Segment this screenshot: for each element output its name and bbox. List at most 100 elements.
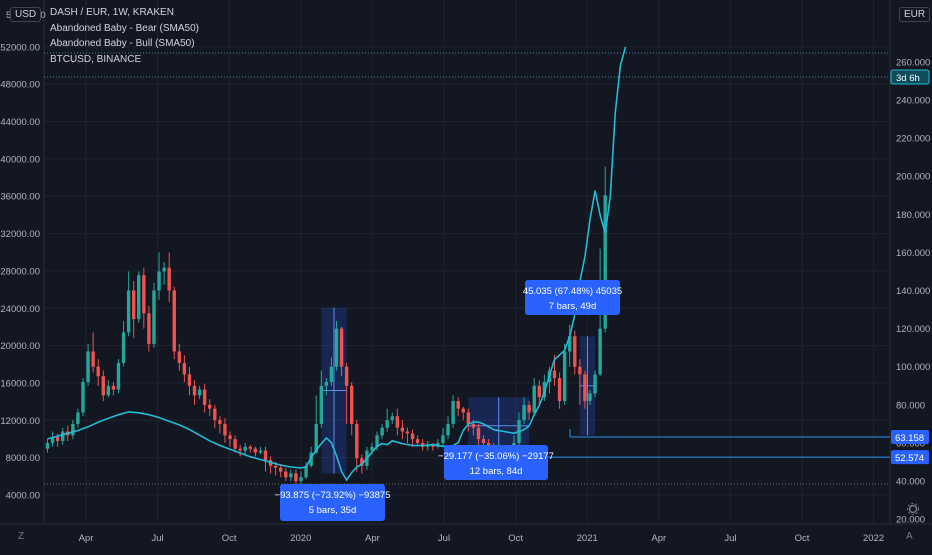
right-axis-tick: 120.000 (896, 324, 930, 335)
measure-label-bars-3: 12 bars, 84d (470, 466, 523, 477)
left-axis-tick: 20000.00 (0, 341, 40, 352)
right-axis-tick: 140.000 (896, 286, 930, 297)
measure-label-bars-1: 7 bars, 49d (549, 301, 597, 312)
candle-body (355, 423, 359, 459)
candle-body (101, 376, 105, 396)
candle-body (446, 423, 450, 436)
candle-body (583, 374, 587, 402)
candle-body (456, 401, 460, 409)
left-axis-tick: 8000.00 (6, 453, 40, 464)
left-axis-tick: 52000.00 (0, 42, 40, 53)
measure-label-1 (525, 280, 620, 315)
candle-body (182, 362, 187, 375)
candle-body (578, 366, 582, 375)
candle-body (334, 328, 339, 367)
candle-body (588, 393, 592, 402)
candle-body (172, 290, 176, 352)
zoom-icon[interactable]: Z (18, 531, 25, 542)
candle-body (339, 328, 344, 367)
time-axis-tick: 2020 (290, 533, 311, 544)
btc-countdown-tag (890, 69, 930, 85)
candle-body (55, 437, 60, 442)
candle-body (527, 404, 531, 413)
candle-body (86, 351, 90, 382)
candle-body (228, 435, 232, 440)
candle-body (192, 385, 197, 396)
candle-body (294, 473, 298, 482)
auto-scale-icon[interactable]: A (906, 531, 913, 542)
right-axis-tick: 80.000 (896, 400, 925, 411)
left-axis-tick: 32000.00 (0, 229, 40, 240)
candle-body (208, 404, 212, 409)
candle-body (45, 442, 50, 449)
candle-body (299, 477, 303, 482)
dash-candles (45, 166, 607, 485)
legend-indicator-bull[interactable]: Abandoned Baby - Bull (SMA50) (50, 38, 195, 49)
candle-body (461, 408, 465, 413)
candle-body (157, 271, 161, 291)
candle-body (441, 435, 445, 443)
measure-label-3 (444, 445, 548, 480)
measure-label-bars-2: 5 bars, 35d (309, 505, 357, 516)
legend-main-symbol[interactable]: DASH / EUR, 1W, KRAKEN (50, 7, 174, 18)
left-axis-unit[interactable]: USD (10, 7, 42, 22)
left-axis-tick: 40000.00 (0, 154, 40, 165)
left-axis-tick: 16000.00 (0, 378, 40, 389)
candle-body (319, 385, 323, 424)
candle-body (573, 336, 577, 367)
candle-body (542, 381, 547, 398)
time-axis-tick: Apr (651, 533, 666, 544)
left-axis-tick: 28000.00 (0, 266, 40, 277)
last-price-lines: 63.158 52.574 (526, 428, 929, 465)
right-axis-tick: 180.000 (896, 210, 930, 221)
candle-body (202, 389, 207, 405)
candle-body (557, 378, 562, 402)
candle-body (593, 374, 597, 394)
last-price-value: 52.574 (895, 453, 924, 464)
right-axis-tick: 40.000 (896, 477, 925, 488)
candle-body (289, 473, 293, 478)
gear-icon[interactable] (907, 503, 919, 515)
candle-body (121, 332, 126, 363)
candle-body (81, 381, 85, 413)
candle-body (284, 471, 288, 478)
candle-body (375, 435, 379, 447)
right-axis-tick: 60.000 (896, 438, 925, 449)
candle-body (598, 328, 602, 375)
candle-body (451, 401, 455, 424)
right-axis-unit[interactable]: EUR (899, 7, 931, 22)
candle-body (106, 385, 111, 396)
candle-body (415, 439, 420, 443)
time-axis-tick: Oct (508, 533, 523, 544)
candle-body (76, 412, 80, 424)
measure-label-value-1: 45.035 (67.48%) 45035 (523, 286, 622, 297)
candle-body (562, 351, 567, 402)
measure-label-2 (280, 484, 385, 521)
last-price-tag (891, 429, 929, 444)
candle-body (395, 416, 400, 428)
btcusd-compare-line (47, 46, 627, 482)
candle-body (162, 267, 166, 272)
candle-body (248, 446, 252, 449)
candle-body (552, 370, 557, 379)
candle-body (410, 433, 415, 440)
right-axis-tick: 240.000 (896, 95, 930, 106)
legend-compare-symbol[interactable]: BTCUSD, BINANCE (50, 53, 142, 65)
candle-body (532, 385, 536, 413)
candle-body (111, 385, 116, 390)
candle-body (400, 427, 405, 432)
left-axis-tick: 12000.00 (0, 416, 40, 427)
legend-indicator-bear[interactable]: Abandoned Baby - Bear (SMA50) (50, 22, 199, 34)
time-axis-tick: Jul (152, 533, 164, 544)
chart-legend: DASH / EUR, 1W, KRAKEN Abandoned Baby - … (50, 5, 199, 67)
candle-body (177, 351, 182, 363)
right-axis-tick: 260.000 (896, 57, 930, 68)
candle-body (390, 416, 394, 421)
right-axis-tick: 20.000 (896, 515, 925, 526)
candle-body (197, 389, 202, 396)
candle-body (126, 290, 131, 333)
candle-body (116, 362, 121, 390)
candle-body (360, 458, 364, 466)
candle-body (385, 420, 389, 428)
